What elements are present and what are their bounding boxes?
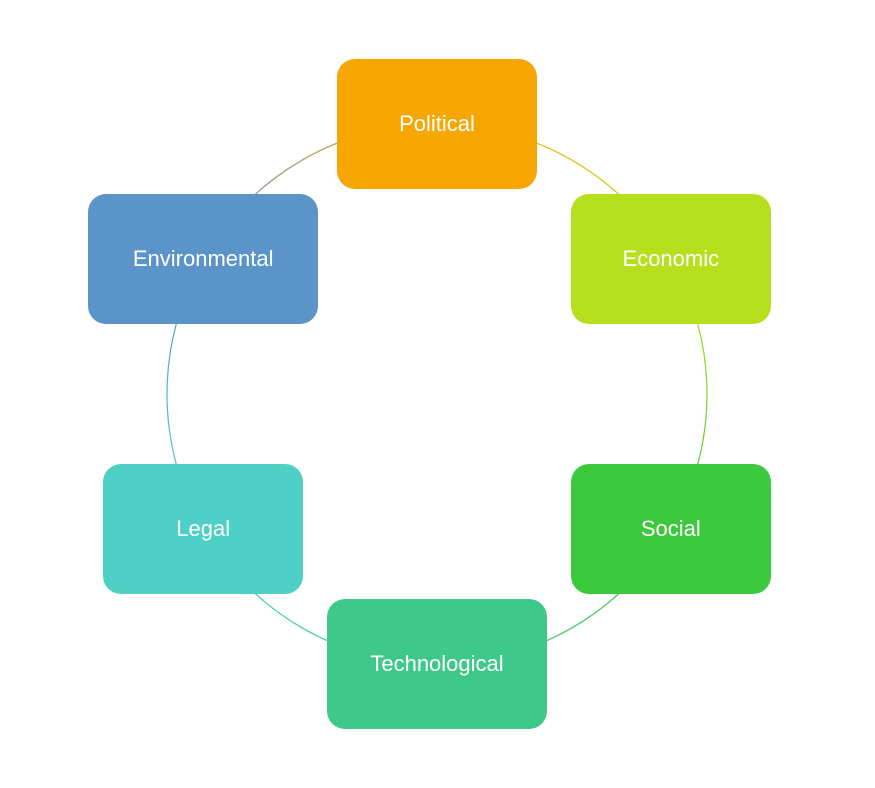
node-label: Legal <box>166 516 240 542</box>
node-label: Environmental <box>123 246 284 272</box>
node-social: Social <box>571 464 771 594</box>
node-economic: Economic <box>571 194 771 324</box>
node-label: Political <box>389 111 485 137</box>
node-label: Technological <box>360 651 513 677</box>
pestle-cycle-diagram: Political Economic Social Technological Lega… <box>0 0 875 788</box>
node-legal: Legal <box>103 464 303 594</box>
node-political: Political <box>337 59 537 189</box>
node-label: Social <box>631 516 711 542</box>
node-label: Economic <box>613 246 730 272</box>
node-environmental: Environmental <box>88 194 318 324</box>
node-technological: Technological <box>327 599 547 729</box>
